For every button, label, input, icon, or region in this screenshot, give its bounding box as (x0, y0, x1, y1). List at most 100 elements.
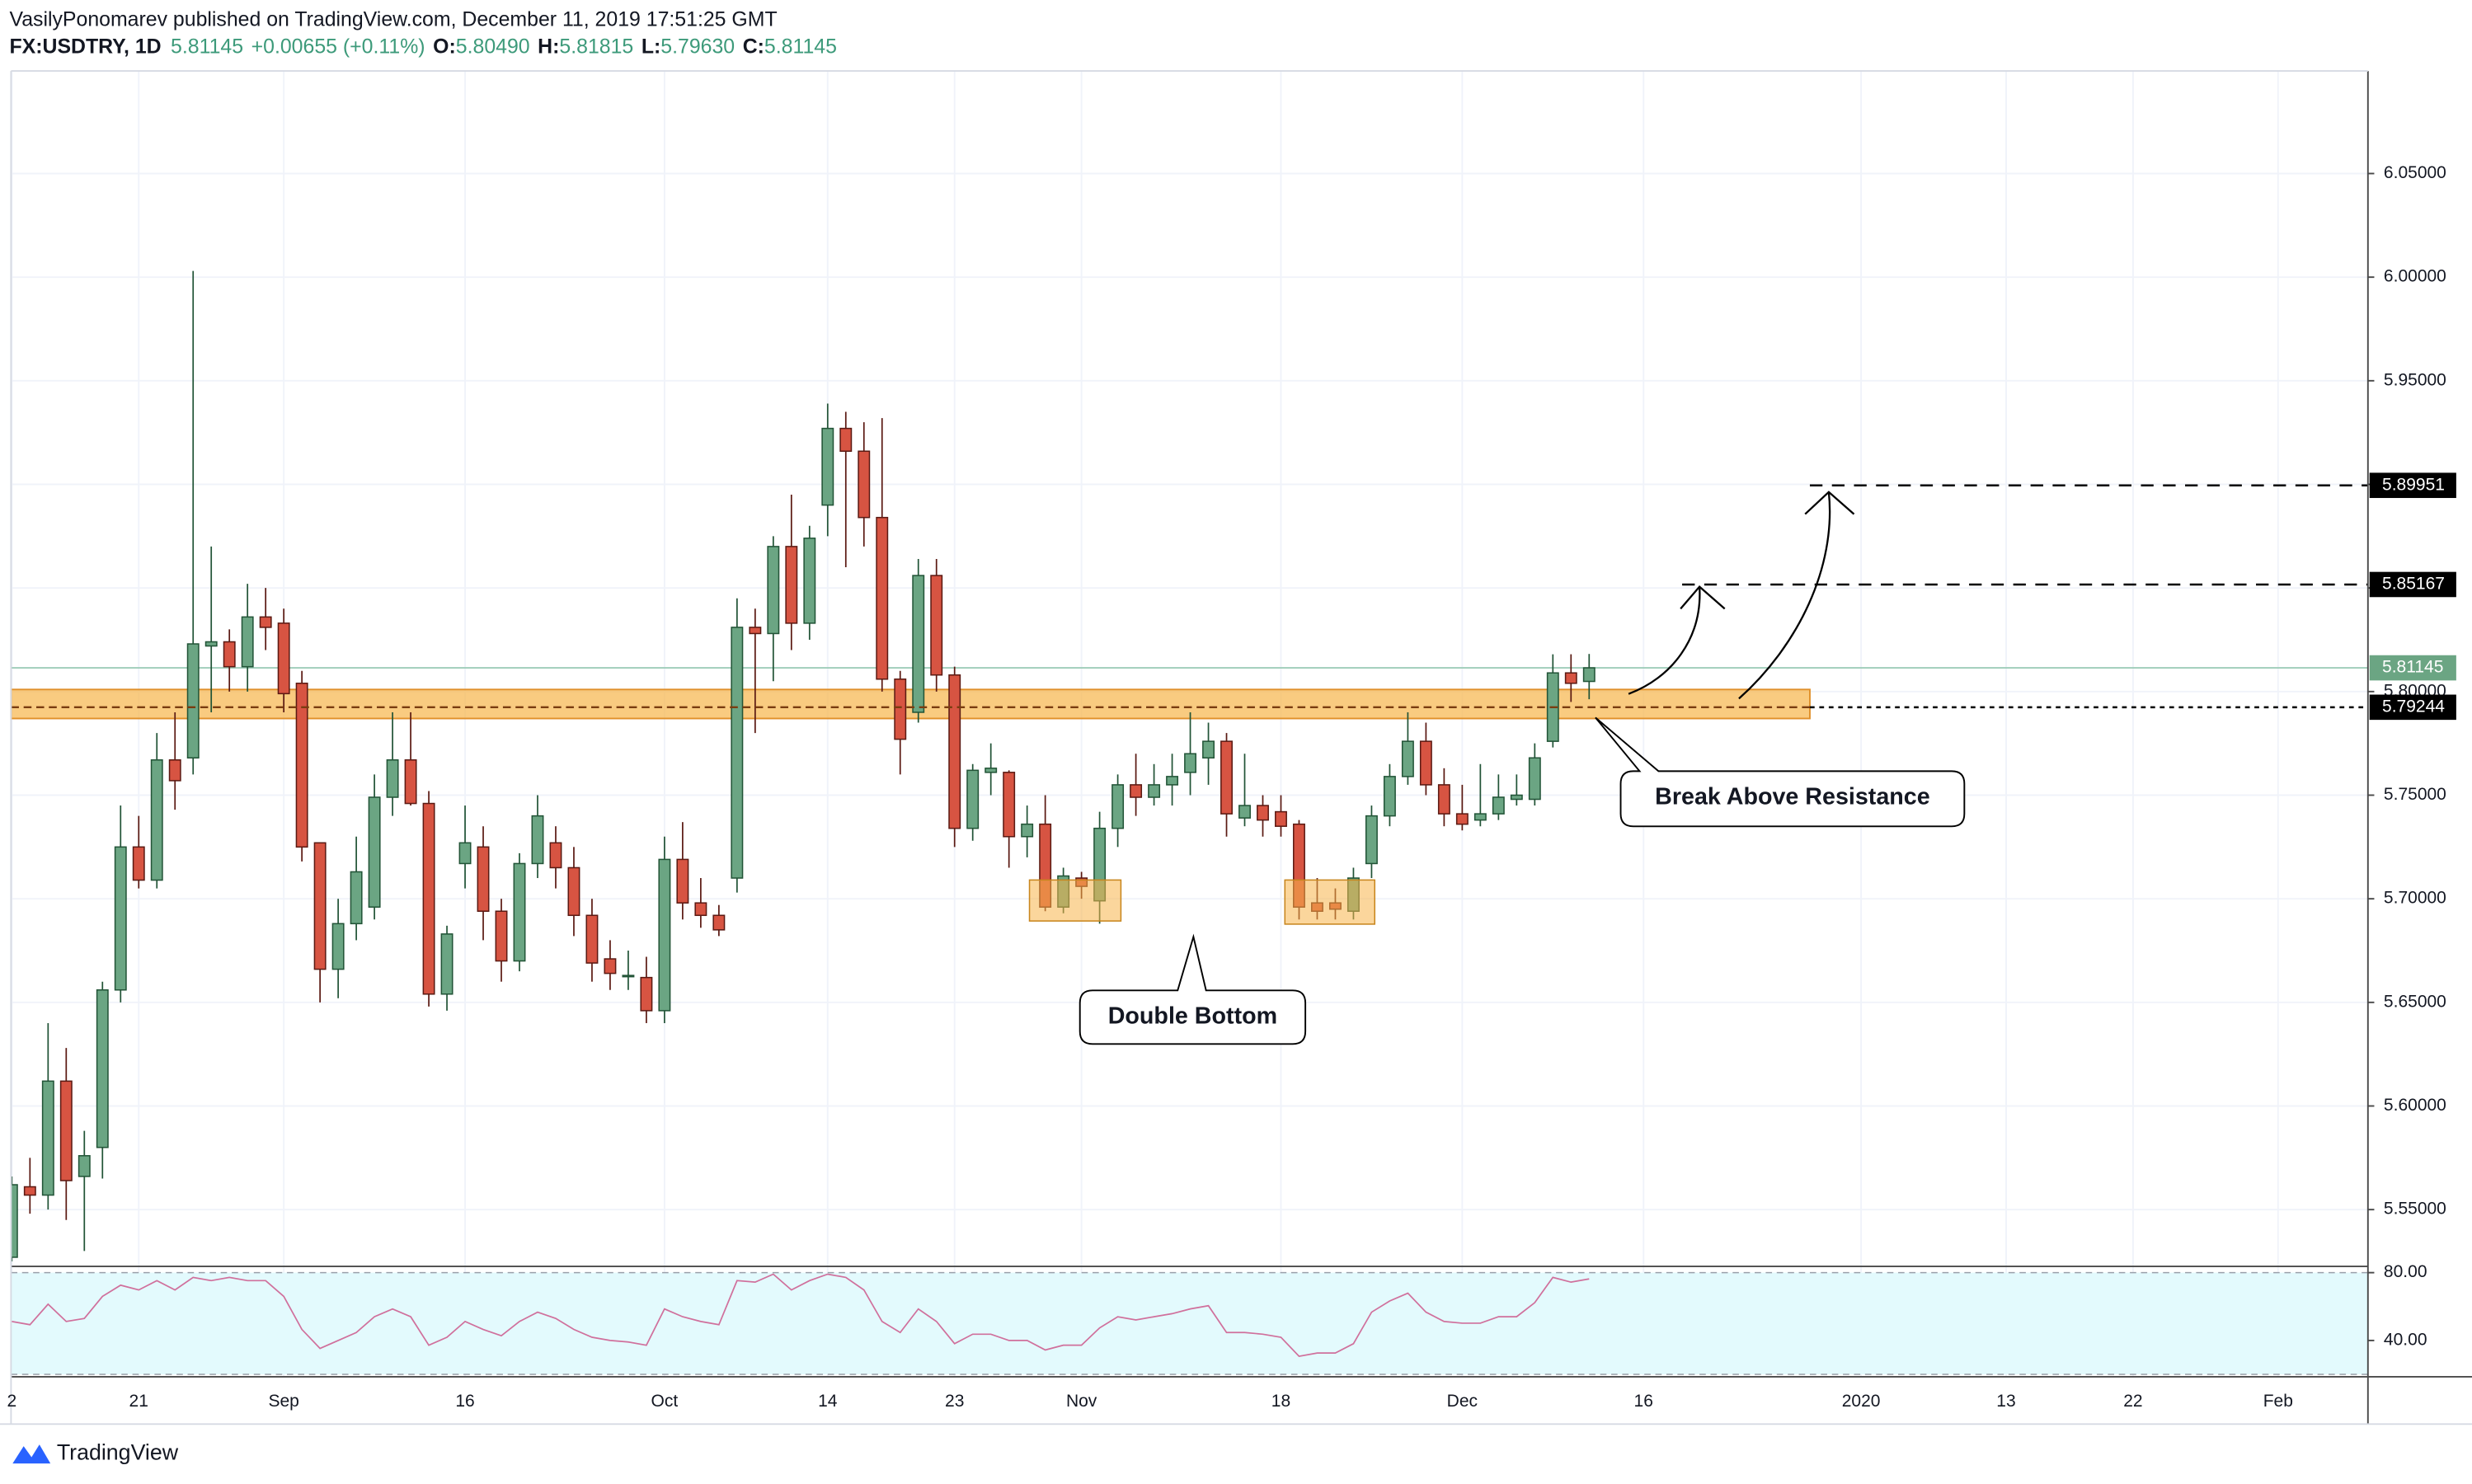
price-label: 5.85167 (2382, 575, 2445, 594)
x-tick-label: Feb (2263, 1392, 2293, 1411)
candle-body (731, 627, 744, 879)
levels (11, 484, 2368, 709)
candle-body (78, 1155, 91, 1177)
candle-body (1257, 805, 1269, 821)
candle-body (1492, 796, 1505, 815)
y-tick-label: 6.00000 (2384, 267, 2446, 286)
change: +0.00655 (+0.11%) (251, 35, 425, 58)
annotation: Double Bottom (1108, 1003, 1277, 1029)
price: 5.81145 (171, 35, 243, 58)
annotation: Break Above Resistance (1655, 783, 1930, 810)
candle-body (1582, 667, 1596, 683)
candle-body (1111, 784, 1125, 829)
brand: TradingView (57, 1440, 179, 1465)
candle-body (712, 914, 726, 931)
candle-body (531, 815, 544, 865)
logo-icon (12, 1444, 51, 1464)
candle-body (458, 842, 472, 865)
price-label: 5.79244 (2382, 697, 2445, 716)
x-tick-label: 14 (818, 1392, 838, 1411)
y-tick-label: 6.05000 (2384, 163, 2446, 182)
y-tick-label: 5.95000 (2384, 370, 2446, 389)
candle-body (495, 910, 508, 962)
candle-body (422, 802, 435, 995)
ohlc-key: H: (538, 35, 559, 58)
ohlc-value: 5.81145 (764, 35, 837, 58)
rsi-panel (11, 1271, 2368, 1375)
candle-body (168, 758, 181, 782)
footer-logo: TradingView (12, 1440, 179, 1465)
candle-body (1003, 772, 1016, 838)
candle-body (1021, 823, 1034, 838)
candle-body (186, 643, 200, 759)
candle-body (1202, 740, 1215, 759)
candle-body (839, 427, 853, 453)
candle-body (1184, 753, 1197, 773)
axes: 2 21 Sep 16 Oct 14 23 Nov 18 Dec 16 2020 13 22 Feb 5.55… (7, 163, 2456, 1411)
candle-body (331, 923, 345, 970)
candle-body (1473, 813, 1487, 821)
x-tick-label: 16 (1634, 1392, 1653, 1411)
candle-body (694, 902, 707, 917)
price-label-box (2369, 472, 2456, 499)
y-tick-label: 5.75000 (2384, 785, 2446, 804)
price-label-box (2369, 694, 2456, 721)
candle-body (1510, 794, 1523, 801)
candle-body (1401, 740, 1414, 777)
candle-body (894, 678, 907, 740)
candle-body (640, 976, 653, 1012)
x-tick-label: Oct (651, 1392, 679, 1411)
candle-body (23, 1186, 36, 1196)
x-tick-label: Dec (1447, 1392, 1478, 1411)
candle-body (876, 516, 889, 680)
rsi-band (11, 1272, 2368, 1375)
candle-body (132, 846, 145, 881)
candle-body (858, 450, 871, 519)
highlight-box (1284, 879, 1376, 925)
candle-body (676, 858, 689, 904)
candle-body (350, 871, 363, 925)
candle-body (803, 538, 816, 624)
arrow-head (1804, 491, 1855, 515)
x-tick-label: 18 (1271, 1392, 1290, 1411)
price-label-box (2369, 655, 2456, 681)
y-tick-label: 5.70000 (2384, 889, 2446, 908)
callout (1079, 933, 1307, 1045)
rsi-line (12, 1273, 1590, 1357)
x-tick-label: 16 (455, 1392, 474, 1411)
candle-body (477, 846, 490, 913)
candle-body (1275, 810, 1287, 827)
ohlc-key: O: (433, 35, 456, 58)
candle-body (912, 575, 925, 713)
candle-body (567, 866, 580, 917)
y-tick-label: 5.60000 (2384, 1096, 2446, 1115)
candle-body (313, 842, 327, 970)
x-tick-label: 21 (129, 1392, 148, 1411)
x-tick-label: Sep (268, 1392, 298, 1411)
y-tick-label: 5.65000 (2384, 992, 2446, 1011)
candle-body (1528, 757, 1541, 801)
x-tick-label: 13 (1996, 1392, 2015, 1411)
candle-body (1130, 784, 1143, 798)
ohlc-key: L: (641, 35, 660, 58)
candle-body (604, 958, 617, 974)
ohlc-value: 5.81815 (559, 35, 633, 58)
candle-body (295, 683, 308, 848)
candle-body (930, 575, 943, 676)
candle-body (223, 641, 236, 668)
candle-body (114, 846, 127, 991)
ohlc-key: C: (743, 35, 764, 58)
candle-body (1238, 805, 1251, 819)
candle-body (259, 616, 272, 628)
candle-body (41, 1080, 54, 1196)
arrow (1628, 586, 1701, 695)
candle-body (386, 758, 399, 798)
candle-body (96, 989, 109, 1148)
price-label: 5.89951 (2382, 475, 2445, 494)
symbol: FX:USDTRY, 1D (9, 35, 161, 58)
candle-body (948, 674, 961, 829)
candle-body (1148, 784, 1161, 798)
arrow (1738, 491, 1831, 700)
